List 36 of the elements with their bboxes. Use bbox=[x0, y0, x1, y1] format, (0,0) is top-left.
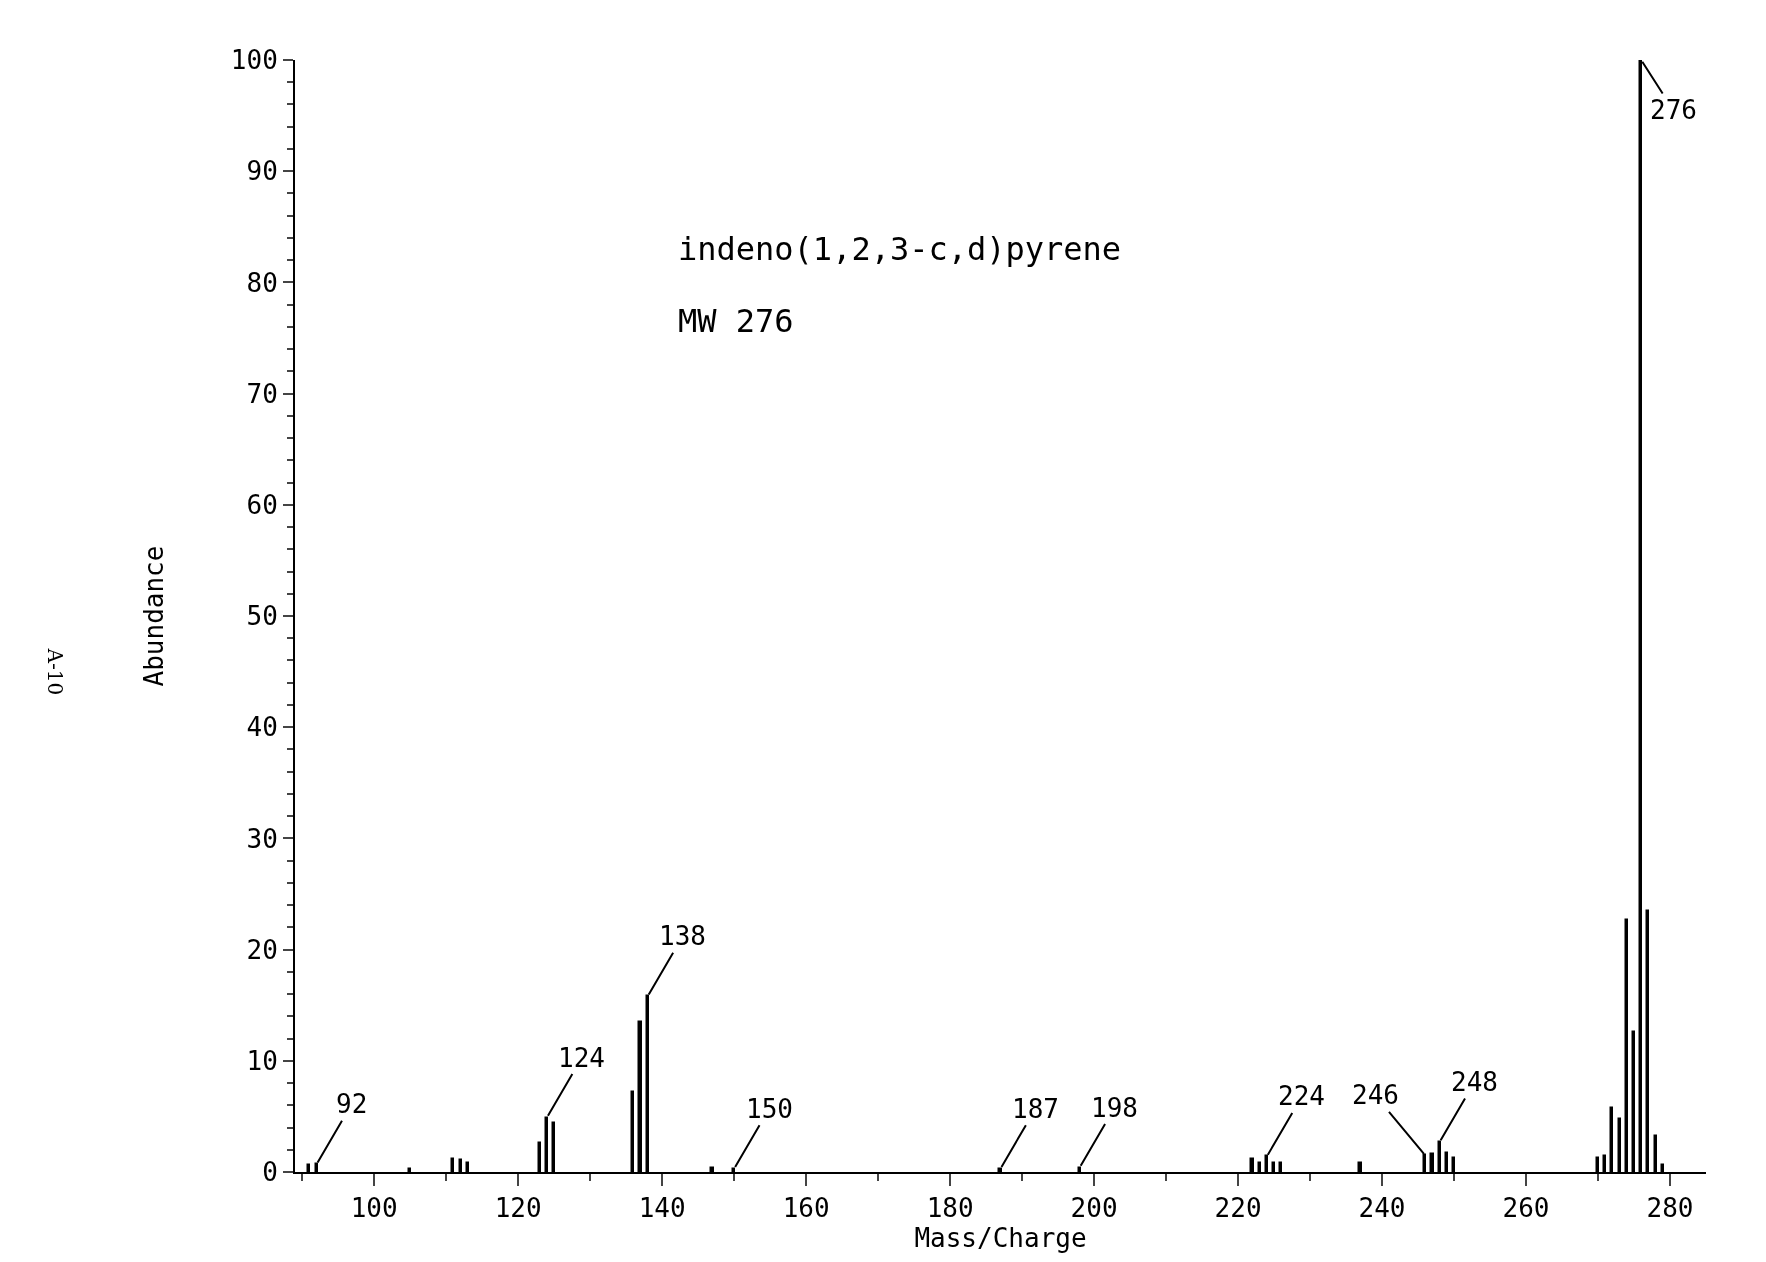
annotation: 248 bbox=[1451, 1067, 1498, 1097]
y-tick-label: 80 bbox=[246, 267, 278, 298]
x-tick-label: 260 bbox=[1502, 1193, 1550, 1224]
x-tick-label: 240 bbox=[1358, 1193, 1406, 1224]
text: A-10 bbox=[42, 647, 67, 696]
x-tick-label: 200 bbox=[1070, 1193, 1118, 1224]
x-tick-label: 180 bbox=[926, 1193, 974, 1224]
y-tick-label: 100 bbox=[230, 45, 278, 76]
x-tick-label: 120 bbox=[494, 1193, 542, 1224]
y-tick-label: 70 bbox=[246, 378, 278, 409]
y-tick-label: 10 bbox=[246, 1045, 278, 1076]
annotation: 187 bbox=[1012, 1094, 1059, 1124]
x-tick-label: 160 bbox=[782, 1193, 830, 1224]
y-tick-label: 20 bbox=[246, 934, 278, 965]
y-tick-label: 50 bbox=[246, 601, 278, 632]
annotation: 138 bbox=[659, 921, 706, 951]
y-tick-label: 40 bbox=[246, 712, 278, 743]
y-tick-label: 90 bbox=[246, 156, 278, 187]
x-tick-label: 280 bbox=[1646, 1193, 1694, 1224]
annotation: 150 bbox=[746, 1094, 793, 1124]
x-tick-label: 220 bbox=[1214, 1193, 1262, 1224]
annotation: 92 bbox=[336, 1089, 368, 1119]
annotation: MW 276 bbox=[678, 302, 794, 340]
x-tick-label: 140 bbox=[638, 1193, 686, 1224]
x-axis-title: Mass/Charge bbox=[914, 1223, 1087, 1254]
annotation: 124 bbox=[558, 1043, 605, 1073]
annotation: 198 bbox=[1091, 1093, 1138, 1123]
annotation: 276 bbox=[1650, 95, 1697, 125]
x-tick-label: 100 bbox=[350, 1193, 398, 1224]
annotation: indeno(1,2,3-c,d)pyrene bbox=[678, 230, 1122, 268]
y-axis-title: Abundance bbox=[138, 545, 169, 687]
annotation: 246 bbox=[1352, 1080, 1399, 1110]
y-tick-label: 30 bbox=[246, 823, 278, 854]
y-tick-label: 60 bbox=[246, 489, 278, 520]
y-tick-label: 0 bbox=[262, 1157, 278, 1188]
annotation: 224 bbox=[1278, 1081, 1325, 1111]
